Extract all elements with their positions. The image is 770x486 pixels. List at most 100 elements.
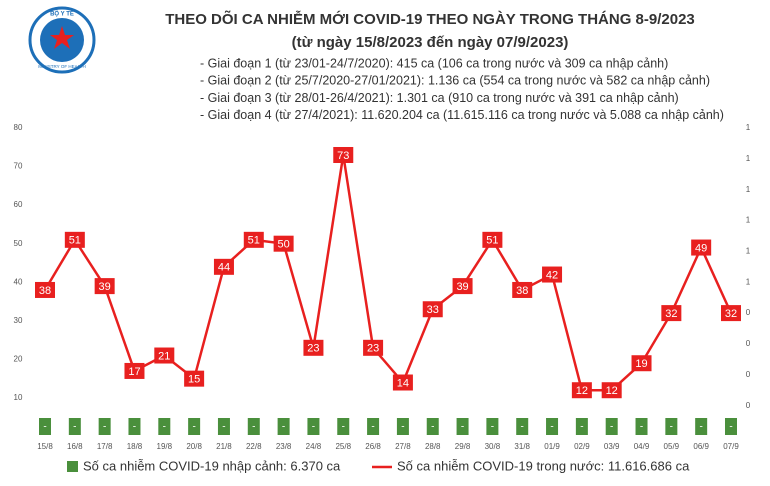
data-label: - [73,422,76,433]
label-box [124,362,145,379]
label-box [516,418,529,435]
data-label: 32 [725,308,737,320]
x-tick-label: 27/8 [395,442,411,451]
label-box [546,418,559,435]
label-box [94,278,115,295]
y2-tick-label: 1 [746,185,751,194]
label-box [213,258,234,275]
label-box [661,305,682,322]
data-label: - [103,422,106,433]
y2-tick-label: 1 [746,123,751,132]
data-label: - [252,422,255,433]
label-box [35,281,55,298]
data-label: 33 [427,304,439,316]
data-label: 44 [218,262,230,274]
label-box [631,355,652,372]
data-label: 21 [158,350,170,362]
annotation: - Giai đoạn 2 (từ 25/7/2020-27/01/2021):… [200,74,710,88]
data-label: - [431,422,434,433]
label-box [396,418,409,435]
data-label: - [282,422,285,433]
x-tick-label: 23/8 [276,442,292,451]
y2-tick-label: 0 [746,339,751,348]
data-label: - [192,422,195,433]
data-label: - [222,422,225,433]
data-label: - [312,422,315,433]
data-label: - [371,422,374,433]
data-label: - [133,422,136,433]
label-box [303,339,324,356]
data-label: 49 [695,242,707,254]
data-label: 23 [307,343,319,355]
y2-tick-label: 1 [746,216,751,225]
x-tick-label: 28/8 [425,442,441,451]
x-tick-label: 20/8 [186,442,202,451]
x-tick-label: 19/8 [157,442,173,451]
x-tick-label: 07/9 [723,442,739,451]
y-tick-label: 60 [14,200,23,209]
data-label: 51 [486,235,498,247]
data-label: 14 [397,377,409,389]
chart-title: THEO DÕI CA NHIỄM MỚI COVID-19 THEO NGÀY… [165,10,695,28]
data-label: - [163,422,166,433]
data-label: 39 [99,281,111,293]
y2-tick-label: 0 [746,370,751,379]
label-box [363,339,384,356]
x-tick-label: 18/8 [127,442,143,451]
label-box [68,418,81,435]
data-label: - [729,422,732,433]
y2-tick-label: 0 [746,308,751,317]
x-tick-label: 02/9 [574,442,590,451]
logo-top: BỘ Y TẾ [50,10,74,18]
data-label: 51 [248,235,260,247]
y2-tick-label: 1 [746,277,751,286]
data-label: - [550,422,553,433]
data-label: - [670,422,673,433]
data-label: 15 [188,374,200,386]
y-tick-label: 20 [14,354,23,363]
label-box [512,281,533,298]
label-box [307,418,320,435]
label-box [154,347,175,364]
y-tick-label: 40 [14,277,23,286]
label-box [273,235,294,252]
x-tick-label: 04/9 [634,442,650,451]
label-box [542,266,563,283]
legend-swatch [67,461,78,472]
legend-label: Số ca nhiễm COVID-19 trong nước: 11.616.… [397,458,690,473]
y-tick-label: 30 [14,316,23,325]
label-box [486,418,499,435]
label-box [482,231,503,248]
label-box [456,418,469,435]
data-label: - [640,422,643,433]
label-box [635,418,648,435]
y2-tick-label: 1 [746,154,751,163]
label-box [695,418,708,435]
x-tick-label: 22/8 [246,442,262,451]
y-tick-label: 70 [14,162,23,171]
data-label: - [401,422,404,433]
label-box [605,418,618,435]
label-box [367,418,380,435]
x-tick-label: 05/9 [664,442,680,451]
annotation: - Giai đoạn 1 (từ 23/01-24/7/2020): 415 … [200,56,668,70]
logo-star [50,26,74,49]
label-box [337,418,350,435]
label-box [277,418,290,435]
data-label: 73 [337,150,349,162]
legend-label: Số ca nhiễm COVID-19 nhập cảnh: 6.370 ca [83,458,341,473]
data-label: 32 [665,308,677,320]
label-box [98,418,111,435]
series-line [43,154,733,392]
label-box [158,418,171,435]
x-tick-label: 30/8 [485,442,501,451]
label-box [392,374,413,391]
logo: BỘ Y TẾ MINISTRY OF HEALTH [28,6,96,74]
data-label: 51 [69,235,81,247]
data-label: 38 [516,285,528,297]
label-box [217,418,230,435]
x-tick-label: 17/8 [97,442,113,451]
label-box [575,418,588,435]
label-box [691,239,712,256]
